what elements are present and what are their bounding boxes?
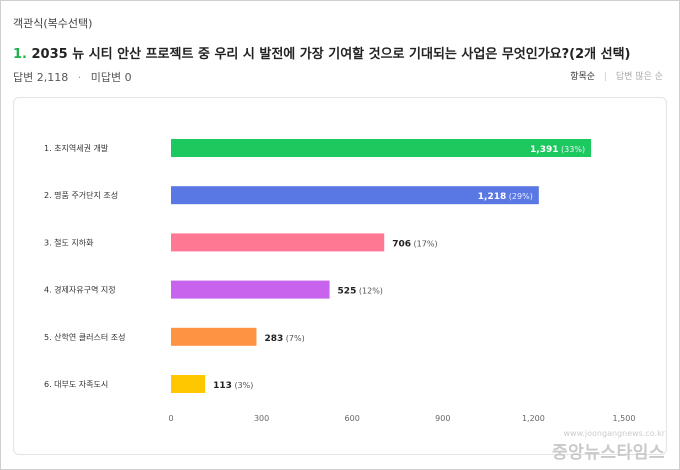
question-number: 1. — [13, 47, 27, 62]
data-label-percent: (33%) — [559, 145, 586, 154]
data-label-value: 113 — [213, 381, 232, 391]
question-text: 2035 뉴 시티 안산 프로젝트 중 우리 시 발전에 가장 기여할 것으로 … — [31, 47, 631, 62]
x-tick-label: 0 — [168, 414, 173, 423]
bar — [171, 375, 206, 393]
question-title: 1. 2035 뉴 시티 안산 프로젝트 중 우리 시 발전에 가장 기여할 것… — [13, 43, 631, 62]
data-label-percent: (7%) — [283, 334, 304, 343]
data-label: 1,218 (29%) — [478, 192, 533, 202]
data-label-percent: (29%) — [506, 192, 533, 201]
bar — [171, 233, 385, 252]
unanswered-count: 미답변 0 — [90, 71, 132, 84]
separator-dot: · — [77, 71, 82, 84]
data-label: 706 (17%) — [392, 239, 437, 249]
question-type-label: 객관식(복수선택) — [13, 17, 93, 30]
sort-toggle: 항목순 | 답변 많은 순 — [570, 69, 663, 82]
x-tick-label: 900 — [435, 414, 450, 423]
category-label: 2. 명품 주거단지 조성 — [44, 190, 118, 200]
sort-by-item-order[interactable]: 항목순 — [570, 72, 596, 82]
data-label-value: 1,391 — [530, 145, 558, 155]
data-label-percent: (12%) — [356, 287, 383, 296]
category-label: 4. 경제자유구역 지정 — [44, 285, 116, 295]
category-label: 3. 철도 지하화 — [44, 237, 94, 247]
bar — [171, 186, 539, 205]
data-label-percent: (3%) — [232, 381, 253, 390]
bar — [171, 280, 330, 299]
chart-card: 1. 초지역세권 개발 1,391 (33%) 2. 명품 주거단지 조성 1,218… — [13, 97, 667, 455]
data-label: 525 (12%) — [338, 287, 383, 297]
data-label: 283 (7%) — [264, 334, 304, 344]
sort-separator: | — [603, 72, 607, 82]
answer-counts: 답변 2,118 · 미답변 0 — [13, 69, 132, 85]
data-label-value: 283 — [264, 334, 283, 344]
sort-by-most-answers[interactable]: 답변 많은 순 — [615, 72, 663, 82]
data-label-value: 1,218 — [478, 192, 506, 202]
x-tick-label: 1,200 — [522, 414, 545, 423]
category-label: 6. 대부도 자족도시 — [44, 380, 108, 389]
bar — [171, 327, 257, 346]
data-label-value: 706 — [392, 239, 411, 249]
x-tick-label: 300 — [254, 414, 269, 423]
category-label: 1. 초지역세권 개발 — [44, 143, 109, 153]
data-label-percent: (17%) — [411, 239, 438, 248]
data-label: 113 (3%) — [213, 381, 253, 391]
x-tick-label: 1,500 — [613, 414, 636, 423]
data-label: 1,391 (33%) — [530, 145, 585, 155]
x-tick-label: 600 — [345, 414, 360, 423]
data-label-value: 525 — [338, 287, 357, 297]
category-label: 5. 산학연 클러스터 조성 — [44, 332, 126, 342]
bar-chart: 1. 초지역세권 개발 1,391 (33%) 2. 명품 주거단지 조성 1,218… — [44, 139, 636, 423]
bar — [171, 139, 592, 157]
answered-count: 답변 2,118 — [13, 71, 69, 84]
